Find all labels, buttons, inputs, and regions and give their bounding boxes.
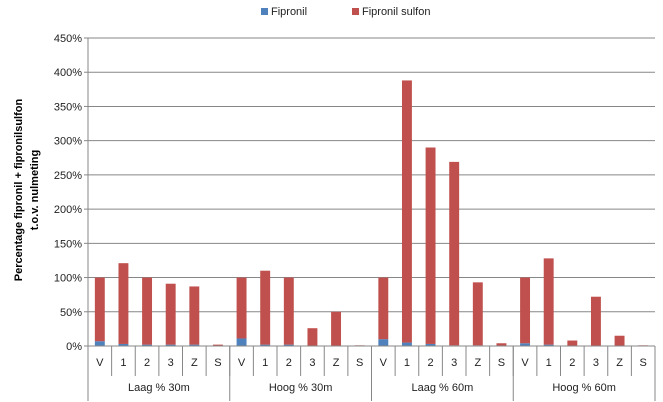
- x-category-label: 3: [309, 357, 315, 369]
- x-category-label: 2: [428, 357, 434, 369]
- bar-fipronil-sulfon: [189, 286, 200, 345]
- y-tick-label: 300%: [54, 136, 82, 148]
- bar-fipronil: [236, 338, 247, 346]
- x-category-label: V: [380, 357, 388, 369]
- x-group-label: Laag % 30m: [128, 382, 190, 394]
- y-tick-label: 0%: [66, 341, 82, 353]
- x-group-label: Hoog % 60m: [552, 382, 616, 394]
- x-category-label: 2: [144, 357, 150, 369]
- y-tick-label: 100%: [54, 273, 82, 285]
- y-axis-title-line-1: Percentage fipronil + fipronilsulfon: [13, 99, 25, 282]
- bar-fipronil: [283, 344, 294, 346]
- bar-fipronil: [118, 343, 129, 346]
- x-category-label: Z: [616, 357, 623, 369]
- bar-fipronil-sulfon: [378, 277, 389, 340]
- bar-fipronil-sulfon: [614, 335, 625, 346]
- x-category-label: S: [356, 357, 363, 369]
- x-category-label: V: [521, 357, 529, 369]
- x-category-label: 1: [262, 357, 268, 369]
- x-category-label: Z: [191, 357, 198, 369]
- x-category-label: S: [498, 357, 505, 369]
- bar-fipronil-sulfon: [212, 344, 223, 346]
- x-category-label: Z: [474, 357, 481, 369]
- x-category-label: 3: [593, 357, 599, 369]
- bar-fipronil: [142, 344, 153, 346]
- bar-fipronil: [94, 341, 105, 346]
- bar-fipronil: [378, 339, 389, 346]
- bar-fipronil-sulfon: [331, 311, 342, 346]
- y-axis-title-line-2: t.o.v. nulmeting: [29, 150, 41, 230]
- bar-fipronil-sulfon: [307, 328, 318, 346]
- x-category-label: Z: [333, 357, 340, 369]
- bar-fipronil-sulfon: [543, 258, 554, 345]
- y-tick-label: 50%: [60, 307, 82, 319]
- x-category-label: 3: [168, 357, 174, 369]
- legend: Fipronil Fipronil sulfon: [261, 6, 430, 18]
- x-category-label: 1: [120, 357, 126, 369]
- x-category-label: V: [96, 357, 104, 369]
- bar-fipronil: [401, 342, 412, 346]
- y-tick-label: 150%: [54, 238, 82, 250]
- bar-fipronil-sulfon: [260, 270, 271, 345]
- x-category-label: S: [214, 357, 221, 369]
- y-tick-label: 450%: [54, 33, 82, 45]
- bar-fipronil-sulfon: [94, 277, 105, 342]
- bars: [94, 80, 649, 346]
- x-category-label: 2: [286, 357, 292, 369]
- bar-fipronil: [520, 343, 531, 346]
- x-group-labels: Laag % 30m Hoog % 30m Laag % 60m Hoog % 60m: [128, 382, 616, 394]
- y-tick-label: 350%: [54, 101, 82, 113]
- x-category-label: 3: [451, 357, 457, 369]
- y-tick-labels: 0% 50% 100% 150% 200% 250% 300% 350% 400% 450%: [54, 33, 82, 353]
- bar-fipronil-sulfon: [472, 282, 483, 346]
- x-group-label: Laag % 60m: [411, 382, 473, 394]
- y-tick-label: 200%: [54, 204, 82, 216]
- bar-fipronil-sulfon: [425, 147, 436, 344]
- x-category-label: 1: [404, 357, 410, 369]
- bar-fipronil-sulfon: [118, 263, 129, 344]
- bar-fipronil: [260, 344, 271, 346]
- gridlines: [84, 37, 655, 347]
- y-tick-label: 400%: [54, 67, 82, 79]
- bar-fipronil-sulfon: [449, 161, 460, 346]
- bar-fipronil-sulfon: [142, 277, 153, 345]
- x-category-label: 2: [569, 357, 575, 369]
- legend-label: Fipronil: [271, 6, 307, 18]
- bar-fipronil-sulfon: [165, 283, 176, 345]
- bar-fipronil-sulfon: [236, 277, 247, 339]
- x-category-labels: V 1 2 3 Z S V 1 2 3 Z S V 1 2 3 Z S V 1 2 3 Z S: [96, 357, 647, 369]
- x-category-label: S: [640, 357, 647, 369]
- x-group-label: Hoog % 30m: [269, 382, 333, 394]
- bar-fipronil: [189, 344, 200, 346]
- bar-fipronil-sulfon: [567, 340, 578, 346]
- x-category-label: 1: [546, 357, 552, 369]
- bar-fipronil-sulfon: [401, 80, 412, 343]
- bar-fipronil: [425, 343, 436, 346]
- bar-fipronil: [165, 344, 176, 346]
- bar-fipronil-sulfon: [590, 296, 601, 346]
- bar-fipronil: [543, 344, 554, 346]
- bar-fipronil-sulfon: [283, 277, 294, 345]
- x-category-label: V: [238, 357, 246, 369]
- axes: [87, 38, 656, 401]
- legend-swatch: [352, 8, 359, 15]
- legend-swatch: [261, 8, 268, 15]
- bar-fipronil-sulfon: [520, 277, 531, 344]
- bar-fipronil-sulfon: [496, 343, 507, 346]
- y-tick-label: 250%: [54, 170, 82, 182]
- legend-label: Fipronil sulfon: [362, 6, 430, 18]
